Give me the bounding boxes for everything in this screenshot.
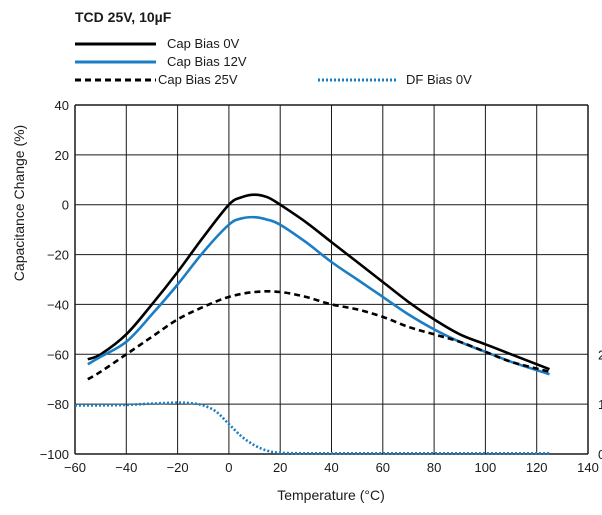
series-line-df-bias-0v (74, 401, 550, 455)
series-line-cap-bias-0v (87, 193, 550, 371)
series-line-cap-bias-25v (87, 290, 550, 381)
y-axis-tick-labels: 40 20 0 −20 −40 −60 −80 −100 (40, 98, 69, 462)
y-tick-label: −60 (47, 347, 69, 362)
series-layer (74, 193, 550, 455)
x-tick-label: 20 (273, 460, 287, 475)
legend-label-cap-bias-0v: Cap Bias 0V (167, 36, 240, 51)
y-tick-label: 40 (55, 98, 69, 113)
y-tick-label: −80 (47, 397, 69, 412)
y-tick-label: 0 (62, 198, 69, 213)
y-tick-label: 20 (55, 148, 69, 163)
y-axis-label: Capacitance Change (%) (11, 125, 27, 281)
right-axis-label: 2 (598, 347, 602, 362)
grid (74, 104, 589, 455)
x-axis-label: Temperature (°C) (277, 487, 385, 503)
x-tick-label: 40 (324, 460, 338, 475)
x-tick-label: −40 (115, 460, 137, 475)
legend-label-cap-bias-25v: Cap Bias 25V (158, 72, 238, 87)
y-tick-label: −100 (40, 447, 69, 462)
legend-label-df-bias-0v: DF Bias 0V (406, 72, 472, 87)
x-tick-label: −20 (167, 460, 189, 475)
x-tick-label: 100 (475, 460, 497, 475)
x-tick-label: 120 (526, 460, 548, 475)
right-axis-partial-labels: 2 1 0 (598, 347, 602, 462)
chart-title: TCD 25V, 10µF (75, 9, 172, 25)
x-tick-label: 0 (225, 460, 232, 475)
y-tick-label: −40 (47, 297, 69, 312)
x-tick-label: −60 (64, 460, 86, 475)
x-tick-label: 140 (577, 460, 599, 475)
x-axis-tick-labels: −60 −40 −20 0 20 40 60 80 100 120 140 (64, 460, 599, 475)
right-axis-label: 0 (598, 447, 602, 462)
legend: Cap Bias 0V Cap Bias 12V Cap Bias 25V DF… (75, 36, 472, 87)
legend-label-cap-bias-12v: Cap Bias 12V (167, 54, 247, 69)
y-tick-label: −20 (47, 248, 69, 263)
x-tick-label: 60 (376, 460, 390, 475)
right-axis-label: 1 (598, 397, 602, 412)
x-tick-label: 80 (427, 460, 441, 475)
